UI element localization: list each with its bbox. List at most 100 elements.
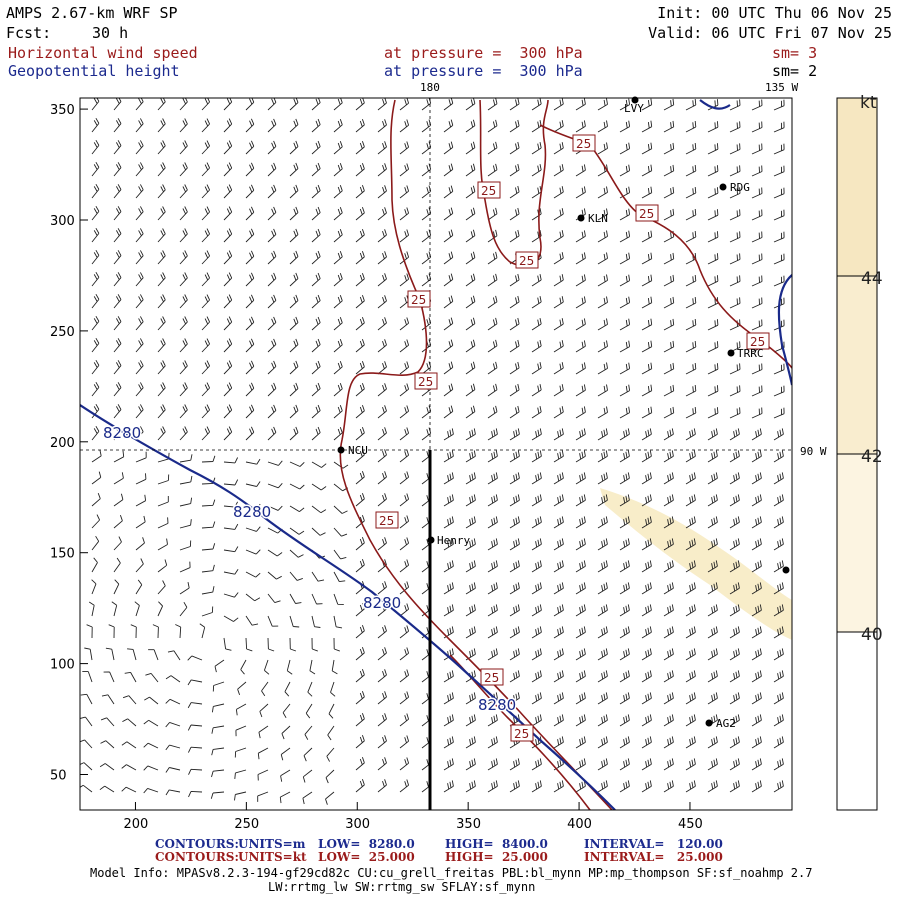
wind-barb [91, 492, 101, 507]
wind-barb [443, 450, 454, 463]
wind-barb [773, 582, 784, 595]
wind-barb [201, 499, 216, 507]
wind-barb [685, 582, 696, 595]
wind-barb [289, 483, 305, 490]
wind-barb [751, 165, 763, 177]
wind-barb [377, 295, 387, 309]
wind-barb [509, 273, 520, 287]
wind-barb [597, 604, 608, 617]
wind-barb [355, 779, 365, 793]
wind-barb [214, 659, 225, 673]
wind-barb [157, 580, 166, 595]
wind-barb [531, 692, 542, 705]
wind-barb [487, 98, 498, 111]
wind-barb [148, 649, 159, 661]
wind-barb [487, 780, 498, 793]
wind-barb [707, 165, 719, 177]
wind-barb [751, 231, 763, 243]
wind-barb [641, 362, 653, 375]
wind-barb [245, 481, 261, 487]
wind-barb [377, 339, 387, 353]
wind-barb [130, 624, 137, 639]
wind-barb [663, 274, 675, 287]
wind-barb [443, 758, 454, 771]
wind-barb [333, 405, 343, 419]
wind-barb [201, 338, 211, 353]
height-contour-ne [777, 274, 792, 386]
wind-barb [175, 624, 182, 639]
wind-label-10: 25 [510, 724, 534, 742]
valid-time: Valid: 06 UTC Fri 07 Nov 25 [648, 24, 892, 42]
wind-barb [399, 405, 410, 419]
height-label-4: 8280 [478, 696, 516, 714]
wind-barb [619, 538, 630, 551]
wind-barb [707, 780, 718, 793]
wind-barb [443, 119, 454, 133]
wind-barb [179, 382, 188, 397]
wind-barb [289, 140, 299, 155]
wind-barb [399, 383, 410, 397]
wind-barb [663, 98, 675, 111]
wind-barb [443, 516, 454, 529]
wind-barb [223, 523, 239, 530]
wind-barb [729, 780, 740, 793]
wind-barb [333, 317, 343, 331]
wind-barb [113, 272, 122, 287]
wind-barb [223, 404, 233, 419]
wind-barb [399, 273, 410, 287]
wind-barb [641, 648, 652, 661]
wind-barb [135, 316, 144, 331]
x-tick-label: 200 [123, 817, 148, 832]
wind-barb [773, 604, 784, 617]
wind-barb [245, 250, 255, 265]
wind-barb [773, 560, 784, 573]
wind-barb [597, 582, 608, 595]
wind-barb [509, 450, 520, 463]
wind-barb [465, 604, 476, 617]
wind-barb [531, 780, 542, 793]
wind-barb [663, 582, 674, 595]
wind-barb [509, 472, 520, 485]
wind-barb [509, 361, 520, 375]
wind-barb [597, 362, 608, 375]
wind-barb [751, 385, 763, 397]
wind-barb [289, 184, 299, 199]
wind-barb [223, 360, 233, 375]
wind-barb [773, 714, 784, 727]
wind-barb [421, 251, 432, 265]
wind-barb [685, 186, 697, 199]
wind-barb [201, 360, 211, 375]
wind-barb [311, 162, 321, 177]
wind-barb [443, 273, 454, 287]
wind-barb [641, 472, 652, 485]
wind-barb [245, 118, 255, 133]
wind-barb [641, 692, 652, 705]
wind-barb [487, 626, 498, 639]
wind-barb [729, 582, 740, 595]
wind-barb [465, 758, 476, 771]
wind-barb [641, 142, 653, 155]
wind-barb [355, 98, 365, 111]
wind-barb [421, 163, 432, 177]
wind-barb [355, 273, 365, 287]
wind-barb [509, 560, 520, 573]
wind-barb [91, 514, 101, 529]
colorbar-level-42: 42 [861, 447, 883, 467]
wind-barb [465, 516, 476, 529]
wind-barb [773, 538, 784, 551]
wind-barb [443, 141, 454, 155]
wind-barb [773, 363, 785, 375]
wind-barb [289, 549, 304, 558]
wind-barb [597, 340, 608, 353]
wind-barb [575, 252, 586, 265]
wind-barb [267, 228, 277, 243]
wind-barb [165, 767, 181, 773]
wind-barb [509, 670, 520, 683]
wind-barb [201, 455, 216, 463]
wind-barb [135, 494, 147, 507]
wind-barb [707, 209, 719, 221]
wind-barb [289, 593, 302, 604]
wind-barb [443, 494, 454, 507]
wind-barb [619, 604, 630, 617]
